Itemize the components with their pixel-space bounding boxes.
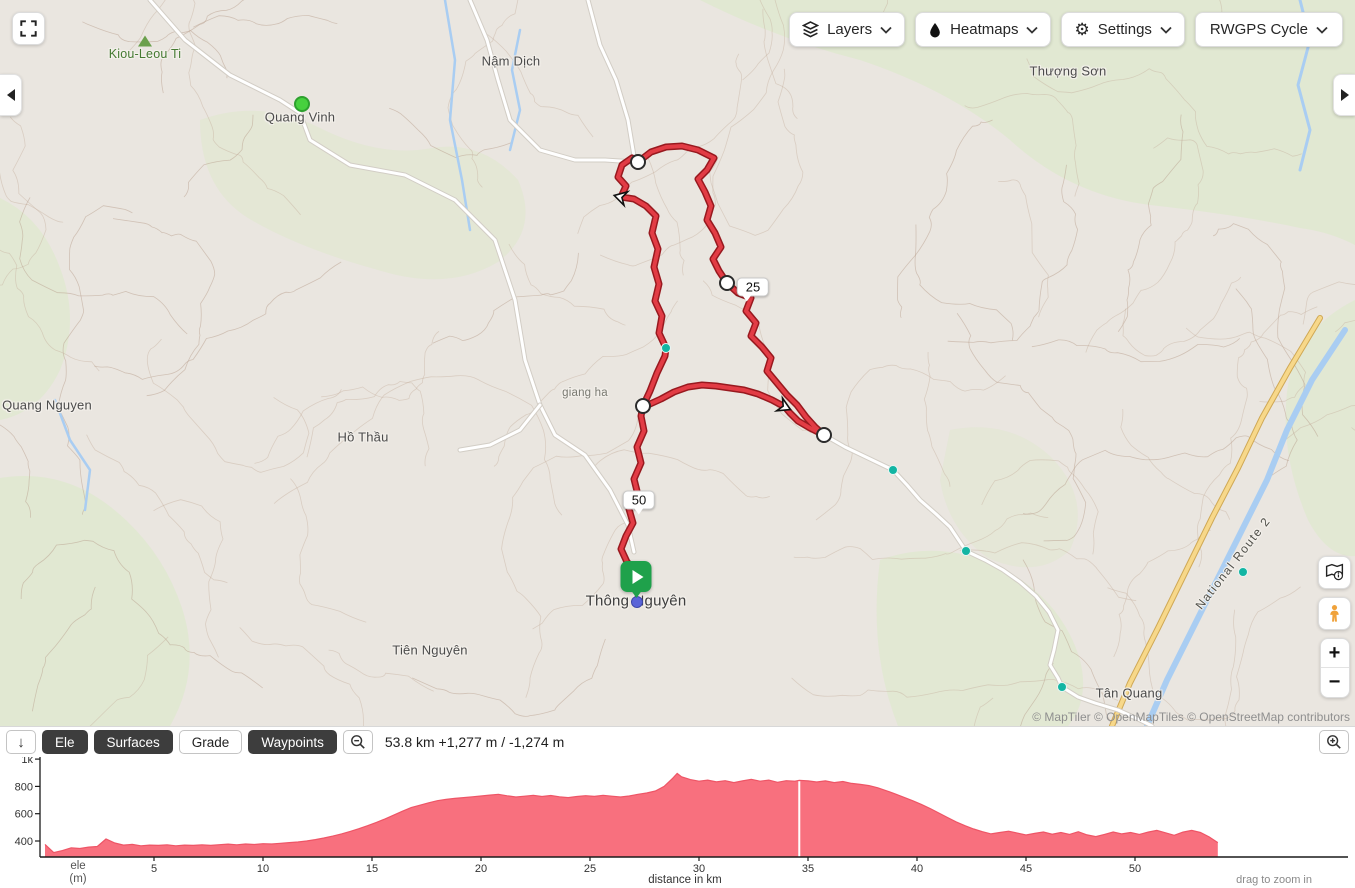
elevation-area (45, 773, 1218, 857)
route-direction-arrow-icon (612, 190, 631, 208)
heatmaps-button[interactable]: Heatmaps (915, 12, 1052, 47)
chevron-down-icon (880, 26, 892, 34)
route-control-point[interactable] (635, 398, 651, 414)
map-toolbar: Layers Heatmaps ⚙ Settings (789, 12, 1343, 47)
route-direction-arrow-icon (773, 395, 792, 412)
map-canvas[interactable]: Kiou-Leou Ti Quang Vinh Nậm Dịch Thượng Sơn… (0, 0, 1355, 726)
svg-text:25: 25 (584, 863, 596, 875)
elevation-chart-graphics: 400 600 800 1k 5 10 15 20 25 30 35 40 45 50 ele(m) dist… (15, 754, 1348, 886)
chevron-right-icon (1340, 89, 1349, 101)
svg-text:10: 10 (257, 863, 269, 875)
svg-text:40: 40 (911, 863, 923, 875)
settings-button[interactable]: ⚙ Settings (1061, 12, 1185, 47)
basemap-value: RWGPS Cycle (1209, 21, 1308, 38)
magnifier-minus-icon (350, 735, 365, 749)
settings-label: Settings (1097, 21, 1152, 38)
svg-text:1k: 1k (21, 757, 33, 766)
elevation-line (44, 772, 1219, 854)
poi-dot (1238, 567, 1248, 577)
svg-text:20: 20 (475, 863, 487, 875)
poi-dot (888, 465, 898, 475)
elevation-toolbar: ↓ Ele Surfaces Grade Waypoints 53.8 km +… (0, 727, 1355, 757)
streetview-button[interactable] (1318, 597, 1351, 630)
svg-text:400: 400 (15, 836, 33, 848)
grade-tab[interactable]: Grade (178, 730, 243, 754)
elevation-chart[interactable]: 400 600 800 1k 5 10 15 20 25 30 35 40 45 50 ele (m) dist… (0, 754, 1355, 888)
heatmaps-label: Heatmaps (950, 21, 1019, 38)
route-start-marker[interactable] (620, 561, 652, 598)
play-icon (632, 569, 643, 584)
svg-text:600: 600 (15, 809, 33, 821)
svg-text:50: 50 (1129, 863, 1141, 875)
ele-tab[interactable]: Ele (42, 730, 88, 754)
layers-button[interactable]: Layers (789, 12, 906, 47)
svg-text:45: 45 (1020, 863, 1032, 875)
poi-dot (961, 546, 971, 556)
left-panel-toggle[interactable] (0, 74, 22, 116)
zoom-in-button[interactable]: + (1320, 639, 1349, 668)
svg-text:35: 35 (802, 863, 814, 875)
poi-dot (661, 343, 671, 353)
magnifier-plus-icon (1327, 735, 1341, 749)
map-legend-button[interactable] (1318, 556, 1351, 589)
svg-text:800: 800 (15, 781, 33, 793)
collapse-panel-button[interactable]: ↓ (6, 730, 36, 754)
fullscreen-icon (20, 20, 37, 37)
arrow-down-icon: ↓ (17, 733, 25, 751)
chevron-down-icon (1026, 26, 1039, 34)
km-distance-marker: 25 (736, 277, 770, 302)
chart-zoom-out-button[interactable] (342, 730, 373, 754)
km-distance-marker: 50 (622, 490, 656, 515)
map-graphics (0, 0, 1355, 726)
zoom-out-button[interactable]: − (1328, 671, 1341, 693)
x-axis-label: distance in km (648, 874, 722, 886)
route-path[interactable] (616, 144, 826, 573)
gear-icon: ⚙ (1074, 20, 1090, 39)
svg-text:15: 15 (366, 863, 378, 875)
svg-text:5: 5 (151, 863, 157, 875)
y-axis-label: ele (70, 860, 85, 872)
waypoints-tab[interactable]: Waypoints (248, 730, 337, 754)
town-marker (294, 96, 310, 112)
pegman-icon (1330, 605, 1339, 622)
elevation-panel: ↓ Ele Surfaces Grade Waypoints 53.8 km +… (0, 726, 1355, 888)
map-info-icon (1325, 563, 1344, 581)
chart-hint: drag to zoom in (1236, 874, 1312, 886)
chevron-down-icon (1160, 26, 1172, 34)
svg-text:30: 30 (693, 863, 705, 875)
route-stats: 53.8 km +1,277 m / -1,274 m (384, 734, 565, 750)
route-control-point[interactable] (630, 154, 646, 170)
peak-icon (138, 35, 152, 47)
layers-icon (802, 21, 820, 38)
poi-dot (1057, 682, 1067, 692)
chevron-left-icon (6, 89, 15, 101)
heatmap-droplet-icon (930, 22, 940, 37)
chart-zoom-in-button[interactable] (1319, 730, 1349, 754)
chevron-down-icon (1316, 26, 1328, 34)
map-controls: + − (1318, 556, 1351, 698)
basemap-select[interactable]: RWGPS Cycle (1194, 12, 1343, 47)
route-control-point[interactable] (719, 275, 735, 291)
layers-label: Layers (827, 21, 873, 38)
right-panel-toggle[interactable] (1333, 74, 1355, 116)
zoom-control: + − (1319, 638, 1350, 698)
svg-text:(m): (m) (69, 873, 86, 885)
surfaces-tab[interactable]: Surfaces (93, 730, 173, 754)
route-control-point[interactable] (816, 427, 832, 443)
fullscreen-button[interactable] (12, 12, 45, 45)
